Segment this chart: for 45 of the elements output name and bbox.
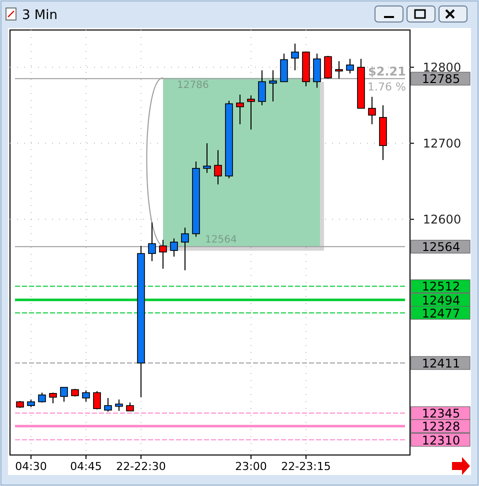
y-tick-label: 12800 — [422, 60, 462, 74]
ref-line-label: 12345 — [422, 406, 460, 421]
x-tick-label: 04:45 — [70, 460, 102, 473]
annotation: $2.21 — [368, 64, 406, 78]
candlestick — [247, 94, 255, 130]
y-tick-label: 12600 — [422, 212, 462, 226]
candlestick — [159, 239, 167, 270]
candlestick — [236, 94, 244, 125]
candlestick — [313, 53, 321, 88]
candlestick — [49, 392, 57, 404]
candlestick — [104, 397, 112, 412]
candlestick — [335, 60, 343, 80]
candlestick — [82, 390, 90, 402]
candlestick — [38, 392, 46, 404]
x-tick-label: 22-22:30 — [116, 460, 166, 473]
candlestick — [203, 142, 211, 174]
ref-line-label: 12411 — [422, 356, 460, 371]
candlestick — [346, 58, 354, 74]
annotation: 12564 — [205, 234, 237, 246]
x-tick-label: 23:00 — [235, 460, 267, 473]
ref-line-label: 12785 — [422, 72, 460, 86]
chart-title: 3 Min — [22, 8, 58, 23]
candlestick — [148, 222, 156, 262]
candlestick — [170, 238, 178, 258]
candlestick — [291, 43, 299, 71]
x-tick-label: 22-23:15 — [281, 460, 331, 473]
candlestick — [93, 390, 101, 410]
annotation: 1.76 % — [368, 80, 406, 94]
ref-line-label: 12477 — [422, 306, 460, 320]
candlestick — [115, 399, 123, 412]
candlestick — [269, 70, 277, 102]
x-tick-label: 04:30 — [15, 460, 47, 473]
ref-line-label: 12512 — [422, 280, 460, 294]
ref-line-label: 12328 — [422, 420, 460, 434]
candlestick — [214, 150, 222, 185]
ref-line-label: 12310 — [422, 433, 460, 448]
candlestick — [60, 386, 68, 402]
ref-line-label: 12494 — [422, 293, 460, 308]
ref-line-label: 12564 — [422, 240, 460, 254]
annotation: 12786 — [177, 80, 209, 91]
y-tick-label: 12700 — [422, 136, 462, 150]
candlestick — [258, 70, 266, 106]
candlestick — [181, 227, 189, 271]
candlestick — [280, 53, 288, 82]
candlestick — [368, 96, 376, 125]
